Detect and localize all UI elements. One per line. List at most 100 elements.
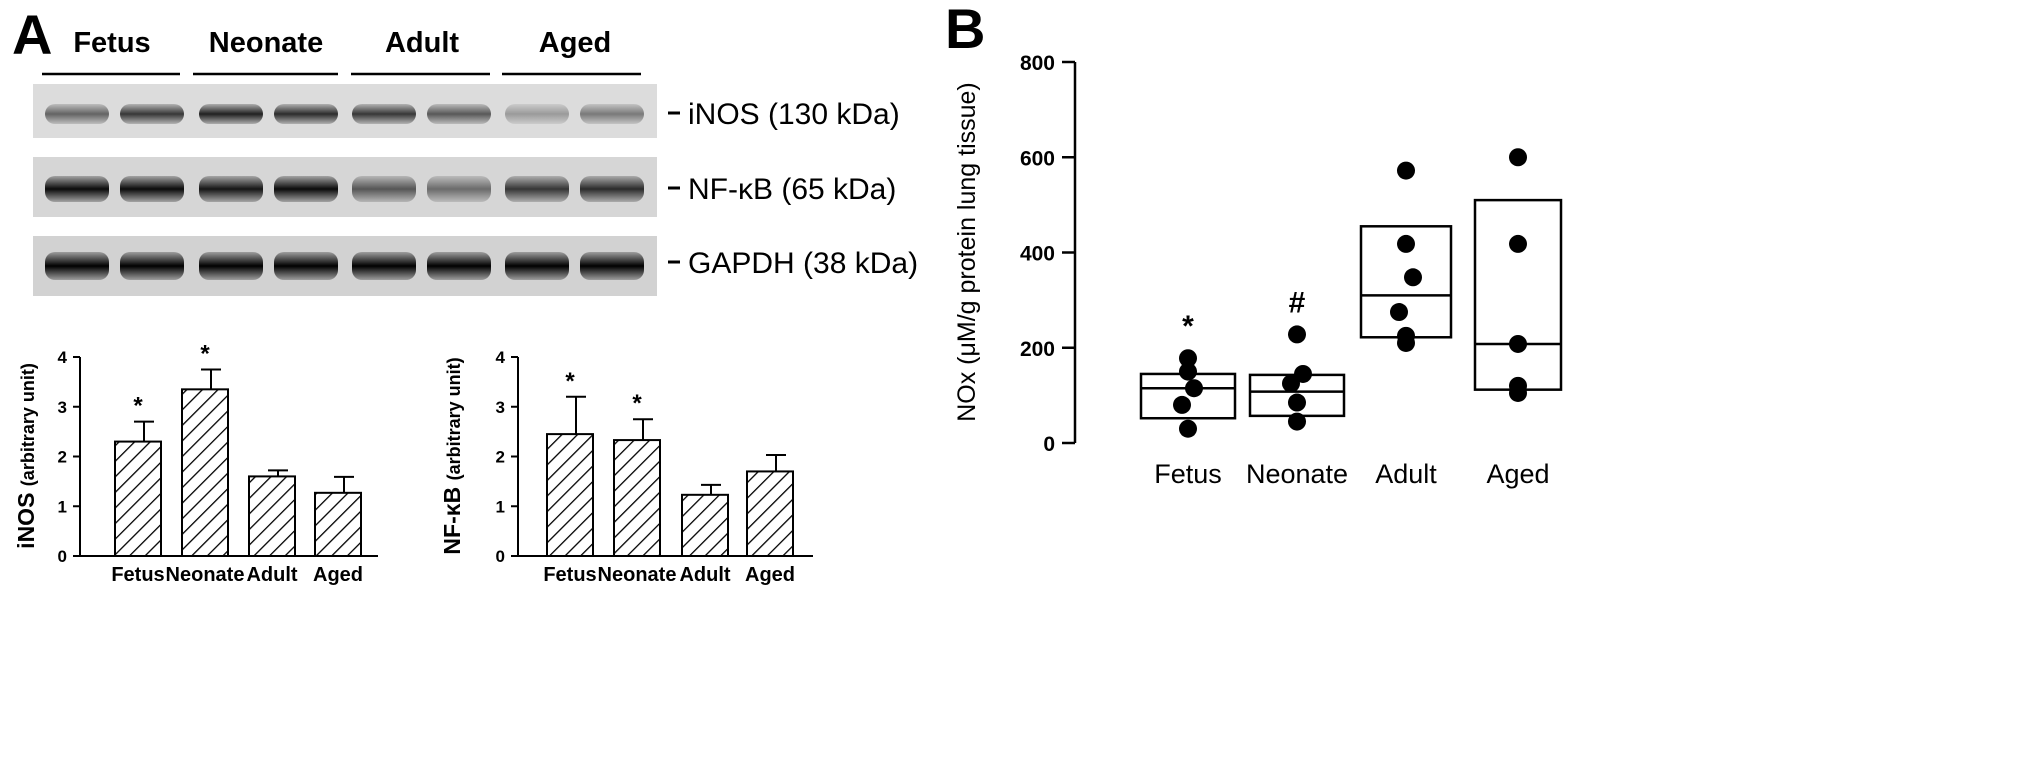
blot-band-gapdh-lane-2 bbox=[120, 252, 184, 280]
nox-point-aged-2 bbox=[1509, 376, 1527, 395]
nfkb-bar-adult bbox=[681, 493, 729, 557]
inos-significance-fetus: * bbox=[133, 393, 143, 420]
inos-ytick-label-4: 4 bbox=[58, 348, 68, 367]
blot-band-inos-lane-7 bbox=[505, 104, 569, 124]
nox-xtick-label-adult: Adult bbox=[1375, 459, 1437, 489]
nox-point-neonate-5 bbox=[1288, 325, 1306, 344]
nox-xtick-label-fetus: Fetus bbox=[1154, 459, 1222, 489]
nfkb-xtick-label-fetus: Fetus bbox=[543, 564, 596, 586]
nox-point-neonate-2 bbox=[1288, 393, 1306, 412]
nfkb-ytick-label-4: 4 bbox=[496, 348, 506, 367]
nox-ytick-label-200: 200 bbox=[1020, 338, 1055, 361]
blot-band-inos-lane-4 bbox=[274, 104, 338, 124]
nox-significance-fetus: * bbox=[1182, 310, 1194, 343]
inos-bar-neonate bbox=[181, 388, 229, 557]
blot-band-gapdh-lane-6 bbox=[427, 252, 491, 280]
blot-band-gapdh-lane-8 bbox=[580, 252, 644, 280]
nox-point-adult-4 bbox=[1404, 268, 1422, 287]
blot-band-inos-lane-3 bbox=[199, 104, 263, 124]
blot-band-inos-lane-6 bbox=[427, 104, 491, 124]
nfkb-bar-chart: NF-κB (arbitrary unit) 0 1 2 3 4 * Fetus * Neon… bbox=[439, 348, 813, 586]
blot-band-inos-lane-5 bbox=[352, 104, 416, 124]
nfkb-bar-neonate bbox=[613, 439, 661, 557]
nfkb-ytick-label-3: 3 bbox=[496, 398, 505, 417]
blot-band-inos-lane-8 bbox=[580, 104, 644, 124]
nfkb-significance-neonate: * bbox=[632, 390, 642, 417]
nfkb-ytick-label-1: 1 bbox=[496, 497, 505, 516]
nox-point-adult-6 bbox=[1397, 161, 1415, 180]
nox-point-neonate-1 bbox=[1288, 412, 1306, 431]
blot-group-headers: Fetus Neonate Adult Aged bbox=[42, 27, 641, 76]
panel-b-label: B bbox=[945, 0, 985, 60]
nox-box-aged bbox=[1473, 198, 1563, 391]
nox-point-fetus-2 bbox=[1173, 395, 1191, 414]
nox-point-aged-3 bbox=[1509, 334, 1527, 353]
blot-band-nf-b-lane-2 bbox=[120, 176, 184, 202]
blot-band-gapdh-lane-5 bbox=[352, 252, 416, 280]
nox-point-adult-3 bbox=[1390, 303, 1408, 322]
blot-band-nf-b-lane-1 bbox=[45, 176, 109, 202]
nfkb-ytick-label-2: 2 bbox=[496, 448, 505, 467]
inos-ytick-label-0: 0 bbox=[58, 547, 67, 566]
nox-ytick-label-800: 800 bbox=[1020, 52, 1055, 75]
blot-band-inos-lane-2 bbox=[120, 104, 184, 124]
nfkb-bar-aged bbox=[746, 470, 794, 557]
nox-ytick-label-600: 600 bbox=[1020, 147, 1055, 170]
nox-point-aged-4 bbox=[1509, 234, 1527, 253]
panel-a-label: A bbox=[12, 3, 52, 66]
inos-xtick-label-aged: Aged bbox=[313, 564, 363, 586]
band-label-inos: iNOS (130 kDa) bbox=[688, 98, 900, 131]
blot-band-nf-b-lane-3 bbox=[199, 176, 263, 202]
inos-xtick-label-neonate: Neonate bbox=[166, 564, 245, 586]
blot-group-neonate: Neonate bbox=[209, 27, 323, 59]
western-blot: iNOS (130 kDa) NF-κB (65 kDa) GAPDH (38 … bbox=[33, 84, 918, 296]
band-label-nfkb: NF-κB (65 kDa) bbox=[688, 173, 896, 206]
blot-group-fetus: Fetus bbox=[73, 27, 150, 59]
nox-point-neonate-3 bbox=[1282, 374, 1300, 393]
nox-point-fetus-3 bbox=[1185, 379, 1203, 398]
blot-group-adult: Adult bbox=[385, 27, 459, 59]
inos-bar-chart: iNOS (arbitrary unit) 0 1 2 3 4 * Fetus * Neona… bbox=[13, 340, 378, 586]
blot-band-inos-lane-1 bbox=[45, 104, 109, 124]
nfkb-ytick-label-0: 0 bbox=[496, 547, 505, 566]
nfkb-significance-fetus: * bbox=[565, 368, 575, 395]
blot-band-nf-b-lane-4 bbox=[274, 176, 338, 202]
nox-dot-plot: NOx (μM/g protein lung tissue) 0 200 400 60… bbox=[953, 52, 1563, 489]
inos-ytick-label-1: 1 bbox=[58, 497, 67, 516]
nox-point-fetus-1 bbox=[1179, 419, 1197, 438]
blot-band-gapdh-lane-1 bbox=[45, 252, 109, 280]
nox-significance-neonate: # bbox=[1289, 286, 1306, 319]
nox-point-neonate-4 bbox=[1294, 364, 1312, 383]
blot-band-nf-b-lane-6 bbox=[427, 176, 491, 202]
nox-ytick-label-0: 0 bbox=[1043, 433, 1055, 456]
nox-ytick-label-400: 400 bbox=[1020, 243, 1055, 266]
nox-y-label: NOx (μM/g protein lung tissue) bbox=[953, 82, 981, 422]
nfkb-xtick-label-adult: Adult bbox=[679, 564, 730, 586]
inos-bar-adult bbox=[248, 475, 296, 557]
inos-bar-aged bbox=[314, 491, 362, 558]
inos-y-label: iNOS (arbitrary unit) bbox=[13, 363, 39, 549]
nox-point-fetus-5 bbox=[1179, 349, 1197, 368]
nfkb-xtick-label-neonate: Neonate bbox=[598, 564, 677, 586]
inos-xtick-label-fetus: Fetus bbox=[111, 564, 164, 586]
inos-ytick-label-2: 2 bbox=[58, 448, 67, 467]
blot-group-aged: Aged bbox=[539, 27, 612, 59]
blot-band-nf-b-lane-5 bbox=[352, 176, 416, 202]
nox-xtick-label-neonate: Neonate bbox=[1246, 459, 1348, 489]
inos-xtick-label-adult: Adult bbox=[246, 564, 297, 586]
inos-ytick-label-3: 3 bbox=[58, 398, 67, 417]
nox-point-fetus-4 bbox=[1179, 362, 1197, 381]
nfkb-xtick-label-aged: Aged bbox=[745, 564, 795, 586]
nox-point-adult-2 bbox=[1397, 326, 1415, 345]
blot-band-nf-b-lane-8 bbox=[580, 176, 644, 202]
nfkb-y-label: NF-κB (arbitrary unit) bbox=[439, 357, 465, 554]
nox-point-aged-5 bbox=[1509, 148, 1527, 167]
blot-band-gapdh-lane-4 bbox=[274, 252, 338, 280]
nox-xtick-label-aged: Aged bbox=[1486, 459, 1549, 489]
inos-significance-neonate: * bbox=[200, 340, 210, 367]
blot-band-gapdh-lane-7 bbox=[505, 252, 569, 280]
band-label-gapdh: GAPDH (38 kDa) bbox=[688, 247, 918, 280]
blot-band-gapdh-lane-3 bbox=[199, 252, 263, 280]
blot-band-nf-b-lane-7 bbox=[505, 176, 569, 202]
